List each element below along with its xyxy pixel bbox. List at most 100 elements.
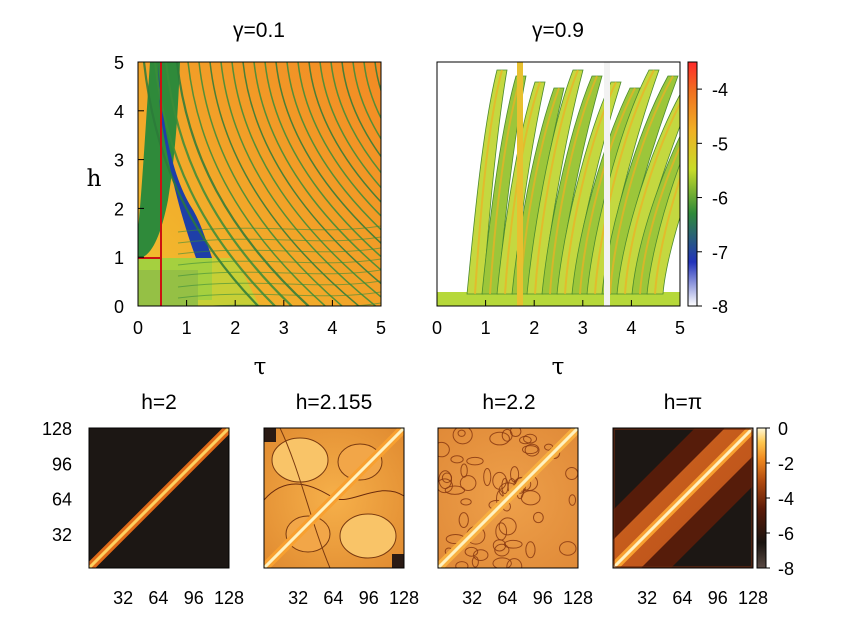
dark-curve: [164, 62, 294, 306]
dark-curve: [319, 62, 381, 189]
xtick-label: 64: [672, 588, 692, 608]
texture-loop: [438, 478, 453, 494]
xtick-label: 1: [182, 318, 192, 338]
texture-loop: [438, 470, 453, 490]
dark-curve: [177, 247, 381, 255]
texture-loop: [522, 445, 539, 455]
texture-loop: [457, 429, 466, 437]
ytick-label: 5: [114, 53, 124, 73]
xtick-label: 5: [376, 318, 386, 338]
dark-curve: [308, 62, 381, 203]
texture-loop: [460, 463, 468, 478]
xticks-matrix-3: 32 64 96 128: [462, 588, 593, 608]
xtick-label: 128: [389, 588, 419, 608]
dark-curve: [177, 236, 381, 244]
heatmap-matrix-3: [438, 428, 578, 568]
tl-dark-curves: [142, 62, 381, 306]
heatmap-matrix-2: [264, 428, 404, 568]
xtick-label: 32: [288, 588, 308, 608]
yticks-top-left: 0 1 2 3 4 5: [114, 53, 144, 317]
finger-core: [654, 175, 680, 295]
texture-loop: [455, 561, 469, 568]
texture-loop: [438, 441, 450, 458]
dark-curve: [297, 62, 381, 217]
xtick-label: 3: [279, 318, 289, 338]
colorbar-top: [688, 62, 697, 306]
colorbar-tick-label: -2: [778, 454, 794, 474]
xlabel-top-left: τ: [254, 354, 267, 380]
dark-curve: [363, 62, 381, 120]
colorbar-tick-label: -8: [712, 297, 728, 317]
frame-top-right: [436, 61, 681, 307]
dark-curve: [330, 62, 381, 174]
colorbar-tick-label: 0: [778, 419, 788, 439]
texture-loop: [525, 541, 536, 559]
panel-top-right: γ=0.9 0 1 2 3 4 5 τ -4 -5 -6 -7 -8: [432, 19, 728, 380]
xlabel-top-right: τ: [552, 354, 565, 380]
finger-core: [549, 75, 598, 295]
xtick-label: 128: [214, 588, 244, 608]
xticks-matrix-2: 32 64 96 128: [288, 588, 419, 608]
ylabel-top-left: h: [87, 166, 102, 192]
texture-loop: [523, 433, 538, 444]
dark-curve: [177, 225, 381, 233]
finger-core: [609, 75, 674, 295]
xtick-label: 64: [323, 588, 343, 608]
ytick-label: 96: [52, 454, 72, 474]
title-top-left: γ=0.1: [233, 19, 285, 42]
colorbar-bottom-ticks: 0 -2 -4 -6 -8: [766, 419, 794, 579]
xticks-matrix-1: 32 64 96 128: [113, 588, 244, 608]
dark-curve: [175, 62, 311, 306]
dark-curve: [253, 62, 381, 271]
finger-core: [624, 101, 680, 295]
ytick-label: 1: [114, 248, 124, 268]
colorbar-top-frame: [687, 61, 698, 307]
finger: [646, 162, 680, 295]
frame-matrix-3: [437, 427, 579, 569]
texture-loop: [489, 431, 510, 446]
xtick-label: 128: [738, 588, 768, 608]
dark-curve: [209, 62, 361, 306]
frame-top-left: [137, 61, 382, 307]
colorbar-tick-label: -6: [778, 524, 794, 544]
xtick-label: 5: [675, 318, 685, 338]
dark-curve: [177, 258, 381, 266]
texture-loop: [460, 498, 472, 506]
xtick-label: 1: [481, 318, 491, 338]
heatmap-top-left: [138, 62, 381, 306]
panel-matrix-1: h=2 128 96 64 32 32 64 96 128: [42, 391, 244, 608]
panel-top-left: γ=0.1 0 1 2 3 4 5 0 1 2 3 4 5 τ h: [87, 19, 386, 380]
panel-matrix-3: h=2.2 32 64 96 128: [437, 391, 593, 608]
xtick-label: 2: [230, 318, 240, 338]
ytick-label: 0: [114, 297, 124, 317]
frame-matrix-1: [88, 427, 230, 569]
dark-curve: [142, 62, 260, 306]
frame-matrix-2: [263, 427, 405, 569]
texture-loop: [459, 475, 477, 492]
yticks-matrix-1: 128 96 64 32: [42, 419, 72, 545]
finger-core: [594, 69, 655, 295]
ytick-label: 128: [42, 419, 72, 439]
xtick-label: 2: [529, 318, 539, 338]
finger-core: [474, 69, 503, 295]
xtick-label: 4: [626, 318, 636, 338]
xtick-label: 4: [327, 318, 337, 338]
texture-loop: [503, 539, 523, 549]
colorbar-tick-label: -4: [712, 80, 728, 100]
ytick-label: 3: [114, 151, 124, 171]
finger-core: [489, 75, 522, 295]
texture-loop: [498, 517, 517, 536]
xtick-label: 32: [113, 588, 133, 608]
dark-curve: [286, 62, 381, 231]
finger-core: [639, 144, 680, 295]
colorbar-tick-label: -4: [778, 489, 794, 509]
texture-loop: [458, 512, 469, 528]
dark-curve: [264, 62, 381, 258]
colorbar-tick-label: -7: [712, 243, 728, 263]
finger-core: [534, 69, 579, 295]
texture-loop: [483, 467, 492, 487]
dark-curve: [275, 62, 381, 245]
dark-curve: [231, 62, 381, 298]
colorbar-bottom: [757, 428, 766, 568]
